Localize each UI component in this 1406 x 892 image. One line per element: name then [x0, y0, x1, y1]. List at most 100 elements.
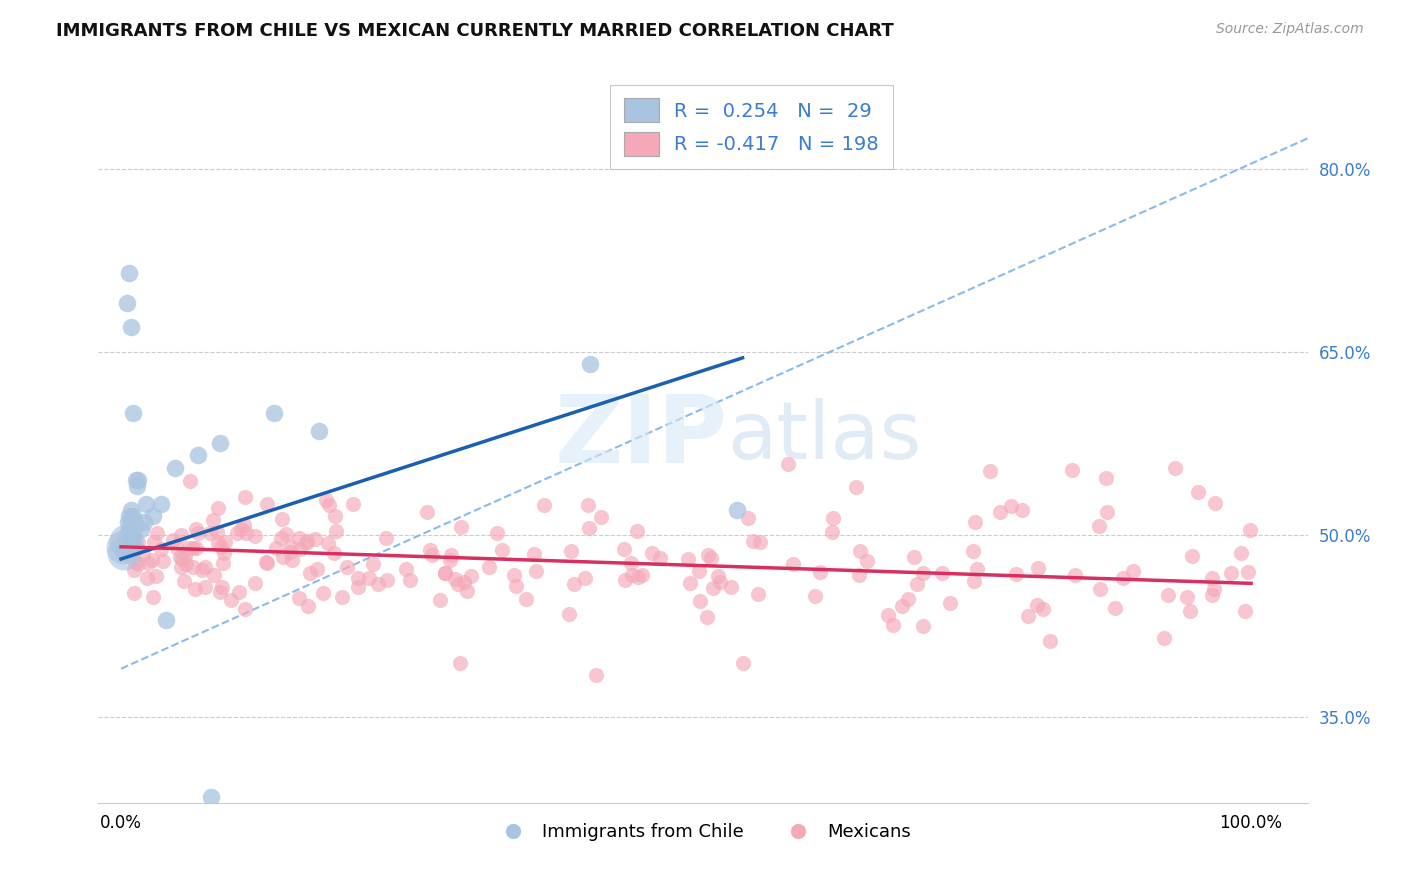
- Point: [271, 512, 294, 526]
- Point: [325, 524, 347, 538]
- Point: [420, 548, 443, 562]
- Point: [440, 548, 463, 562]
- Point: [576, 498, 599, 512]
- Point: [1157, 588, 1180, 602]
- Point: [243, 576, 266, 591]
- Point: [132, 516, 155, 530]
- Point: [342, 497, 364, 511]
- Point: [281, 552, 304, 566]
- Point: [115, 527, 138, 541]
- Point: [434, 566, 457, 580]
- Point: [124, 555, 146, 569]
- Point: [778, 457, 800, 471]
- Point: [1175, 590, 1198, 604]
- Point: [186, 522, 208, 536]
- Point: [112, 540, 135, 554]
- Point: [485, 525, 508, 540]
- Point: [731, 656, 754, 670]
- Point: [127, 534, 149, 549]
- Point: [749, 535, 772, 549]
- Point: [125, 473, 148, 487]
- Point: [558, 607, 581, 621]
- Point: [505, 579, 527, 593]
- Point: [120, 503, 142, 517]
- Point: [152, 554, 174, 568]
- Point: [194, 560, 217, 574]
- Point: [150, 541, 173, 556]
- Point: [578, 521, 600, 535]
- Point: [1122, 564, 1144, 578]
- Point: [114, 533, 136, 548]
- Point: [208, 585, 231, 599]
- Point: [115, 533, 138, 548]
- Point: [174, 557, 197, 571]
- Point: [125, 520, 148, 534]
- Point: [323, 509, 346, 524]
- Text: ZIP: ZIP: [554, 391, 727, 483]
- Point: [297, 599, 319, 614]
- Point: [125, 541, 148, 555]
- Point: [903, 550, 925, 565]
- Point: [174, 549, 197, 564]
- Point: [330, 591, 353, 605]
- Point: [1219, 566, 1241, 581]
- Point: [890, 599, 912, 613]
- Point: [132, 547, 155, 561]
- Point: [1153, 632, 1175, 646]
- Point: [191, 564, 214, 578]
- Point: [1094, 471, 1116, 485]
- Point: [456, 584, 478, 599]
- Point: [229, 522, 252, 536]
- Point: [631, 568, 654, 582]
- Point: [127, 557, 149, 571]
- Point: [112, 546, 135, 560]
- Point: [145, 569, 167, 583]
- Point: [1202, 582, 1225, 597]
- Point: [491, 543, 513, 558]
- Point: [1181, 549, 1204, 563]
- Point: [162, 533, 184, 547]
- Point: [120, 516, 142, 530]
- Point: [720, 580, 742, 594]
- Text: IMMIGRANTS FROM CHILE VS MEXICAN CURRENTLY MARRIED CORRELATION CHART: IMMIGRANTS FROM CHILE VS MEXICAN CURRENT…: [56, 22, 894, 40]
- Point: [524, 564, 547, 578]
- Point: [1017, 609, 1039, 624]
- Point: [211, 580, 233, 594]
- Point: [122, 406, 145, 420]
- Point: [627, 569, 650, 583]
- Point: [1025, 598, 1047, 612]
- Point: [1237, 565, 1260, 579]
- Point: [121, 521, 143, 535]
- Point: [503, 568, 526, 582]
- Point: [439, 553, 461, 567]
- Point: [990, 505, 1012, 519]
- Point: [198, 526, 221, 541]
- Point: [212, 556, 235, 570]
- Point: [453, 575, 475, 590]
- Point: [256, 556, 278, 570]
- Point: [136, 571, 159, 585]
- Point: [737, 511, 759, 525]
- Point: [207, 524, 229, 539]
- Point: [725, 503, 748, 517]
- Point: [138, 556, 160, 570]
- Point: [1178, 604, 1201, 618]
- Point: [228, 585, 250, 599]
- Point: [288, 541, 311, 556]
- Point: [308, 424, 330, 438]
- Point: [207, 500, 229, 515]
- Point: [1088, 582, 1111, 596]
- Point: [1063, 568, 1085, 582]
- Point: [966, 562, 988, 576]
- Point: [449, 656, 471, 670]
- Point: [820, 525, 842, 540]
- Point: [1112, 571, 1135, 585]
- Point: [808, 565, 831, 579]
- Point: [187, 448, 209, 462]
- Point: [170, 560, 193, 574]
- Point: [209, 436, 232, 450]
- Point: [1201, 571, 1223, 585]
- Point: [1201, 588, 1223, 602]
- Point: [149, 497, 172, 511]
- Point: [254, 555, 277, 569]
